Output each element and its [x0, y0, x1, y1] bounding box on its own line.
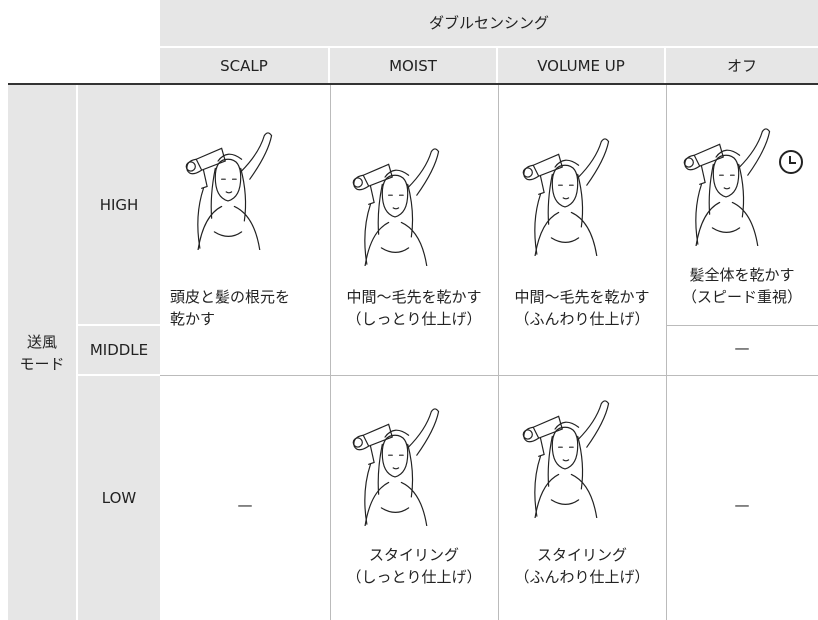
cell-text: — [160, 494, 330, 516]
col-header: VOLUME UP [498, 48, 664, 83]
illustration [345, 148, 445, 266]
cell-text: — [666, 494, 818, 516]
text-line: スタイリング [368, 546, 459, 564]
col-label: オフ [726, 56, 757, 75]
text-line: スタイリング [536, 546, 627, 564]
col-header: MOIST [330, 48, 496, 83]
text-line: — [734, 339, 750, 357]
illustration [676, 128, 776, 246]
cell-text: スタイリング （しっとり仕上げ） [330, 544, 498, 588]
row-group: 送風 モード [8, 85, 76, 620]
col-header: オフ [666, 48, 818, 83]
text-line: （スピード重視） [681, 288, 802, 306]
col-label: MOIST [389, 56, 437, 75]
text-line: 髪全体を乾かす [689, 266, 795, 284]
text-line: 乾かす [170, 310, 216, 328]
grid-line [666, 85, 667, 620]
header-rule [8, 83, 818, 85]
illustration [515, 400, 615, 518]
cell-text: 中間〜毛先を乾かす （しっとり仕上げ） [330, 286, 498, 330]
row-header: MIDDLE [78, 326, 160, 374]
text-line: 中間〜毛先を乾かす [346, 288, 482, 306]
row-label: MIDDLE [89, 341, 149, 359]
row-group-line: 送風 [26, 332, 57, 351]
col-label: VOLUME UP [537, 56, 625, 75]
cell-text: 中間〜毛先を乾かす （ふんわり仕上げ） [498, 286, 666, 330]
cell-text: 髪全体を乾かす （スピード重視） [666, 264, 818, 308]
col-header: SCALP [160, 48, 328, 83]
illustration [345, 408, 445, 526]
text-line: 頭皮と髪の根元を [170, 288, 291, 306]
text-line: — [237, 496, 253, 514]
row-group-line: モード [19, 354, 65, 373]
group-header: ダブルセンシング [160, 0, 818, 46]
cell-text: — [666, 337, 818, 359]
row-header: LOW [78, 376, 160, 620]
cell-text: スタイリング （ふんわり仕上げ） [498, 544, 666, 588]
row-label: HIGH [99, 195, 139, 214]
cell-text: 頭皮と髪の根元を 乾かす [170, 286, 290, 330]
row-label: LOW [101, 489, 137, 507]
grid-line [330, 85, 331, 620]
text-line: （ふんわり仕上げ） [514, 568, 650, 586]
text-line: （ふんわり仕上げ） [514, 310, 650, 328]
grid-line [498, 85, 499, 620]
illustration [515, 138, 615, 256]
timer-icon [779, 150, 803, 174]
grid-line [160, 375, 818, 376]
illustration [178, 132, 278, 250]
group-title: ダブルセンシング [428, 14, 549, 32]
text-line: （しっとり仕上げ） [346, 568, 482, 586]
col-label: SCALP [220, 56, 268, 75]
text-line: （しっとり仕上げ） [346, 310, 482, 328]
text-line: 中間〜毛先を乾かす [514, 288, 650, 306]
grid-line [666, 325, 818, 326]
row-header: HIGH [78, 85, 160, 324]
text-line: — [734, 496, 750, 514]
